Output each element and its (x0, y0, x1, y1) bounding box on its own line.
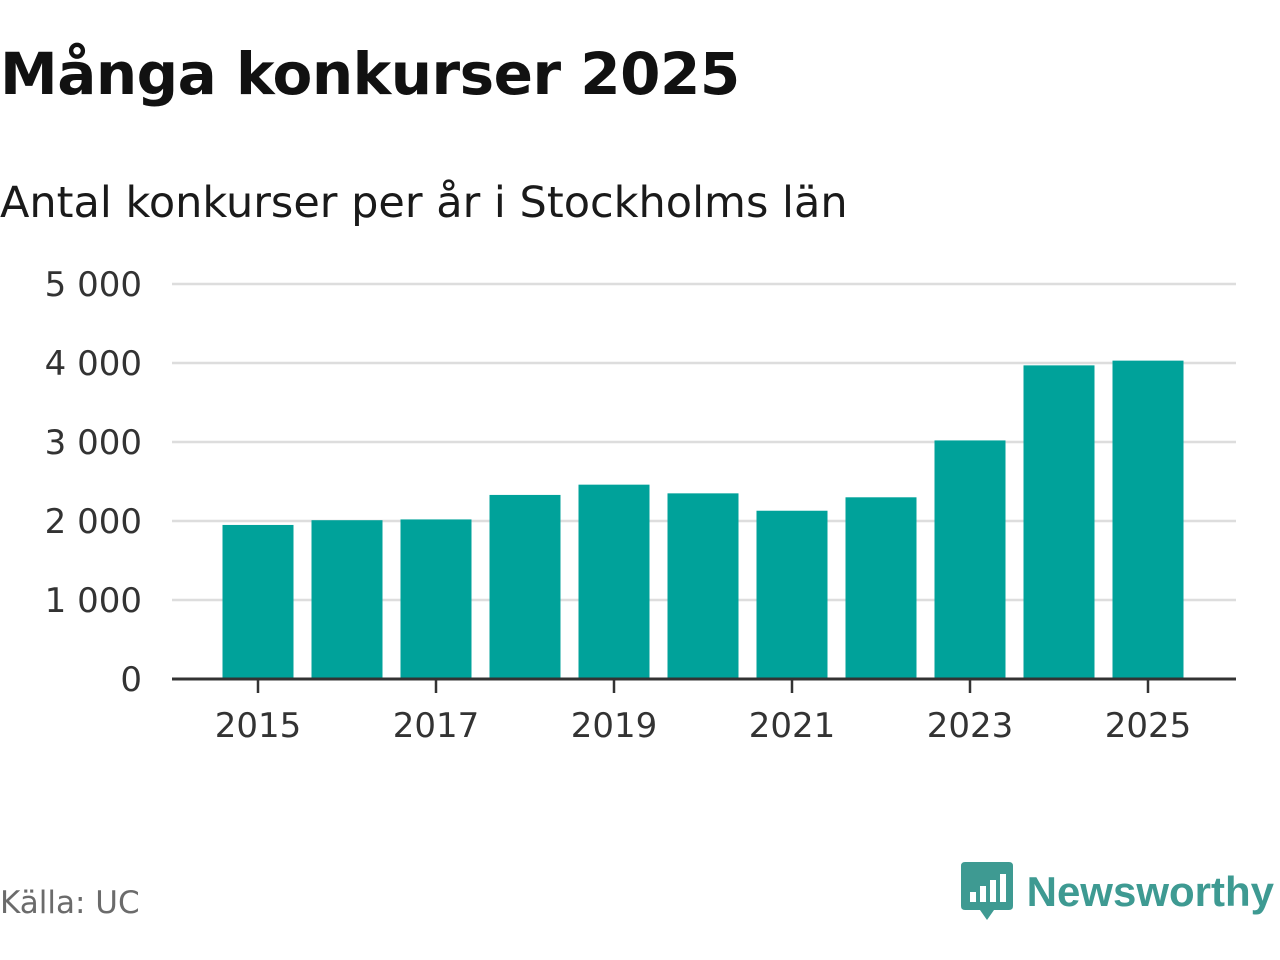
chart-title: Många konkurser 2025 (0, 40, 740, 108)
x-tick-label: 2015 (215, 706, 302, 746)
bar-2019 (578, 484, 650, 679)
y-tick-label: 4 000 (45, 344, 142, 384)
y-tick-label: 1 000 (45, 581, 142, 621)
bar-chart-speech-bubble-icon (960, 862, 1013, 920)
logo-bar (999, 874, 1006, 902)
brand-logo: Newsworthy (960, 862, 1274, 922)
logo-bar (989, 880, 996, 902)
bar-2024 (1023, 365, 1095, 679)
bar-2018 (489, 494, 561, 679)
bar-2020 (667, 493, 739, 679)
x-axis-labels: 2015 2017 2019 2021 2023 2025 (215, 706, 1192, 746)
bar-2016 (311, 520, 383, 679)
x-tick-label: 2019 (571, 706, 658, 746)
brand-name: Newsworthy (1026, 868, 1274, 915)
chart-subtitle: Antal konkurser per år i Stockholms län (0, 178, 848, 228)
y-tick-label: 2 000 (45, 502, 142, 542)
bar-2023 (934, 440, 1006, 679)
y-tick-label: 3 000 (45, 423, 142, 463)
bar-2015 (222, 524, 294, 679)
x-tick-label: 2023 (927, 706, 1014, 746)
bar-2025 (1112, 360, 1184, 679)
x-tick-label: 2025 (1105, 706, 1192, 746)
y-tick-label: 0 (120, 660, 142, 700)
x-axis (172, 677, 1236, 693)
x-tick-label: 2017 (393, 706, 480, 746)
bar-2021 (756, 510, 828, 679)
logo-bar (979, 886, 986, 902)
x-tick-label: 2021 (749, 706, 836, 746)
y-axis-labels: 0 1 000 2 000 3 000 4 000 5 000 (45, 265, 142, 700)
bar-2017 (400, 519, 472, 679)
source-note: Källa: UC (0, 885, 140, 921)
bars (222, 360, 1184, 679)
y-tick-label: 5 000 (45, 265, 142, 305)
bar-2022 (845, 497, 917, 679)
logo-bar (969, 892, 976, 902)
